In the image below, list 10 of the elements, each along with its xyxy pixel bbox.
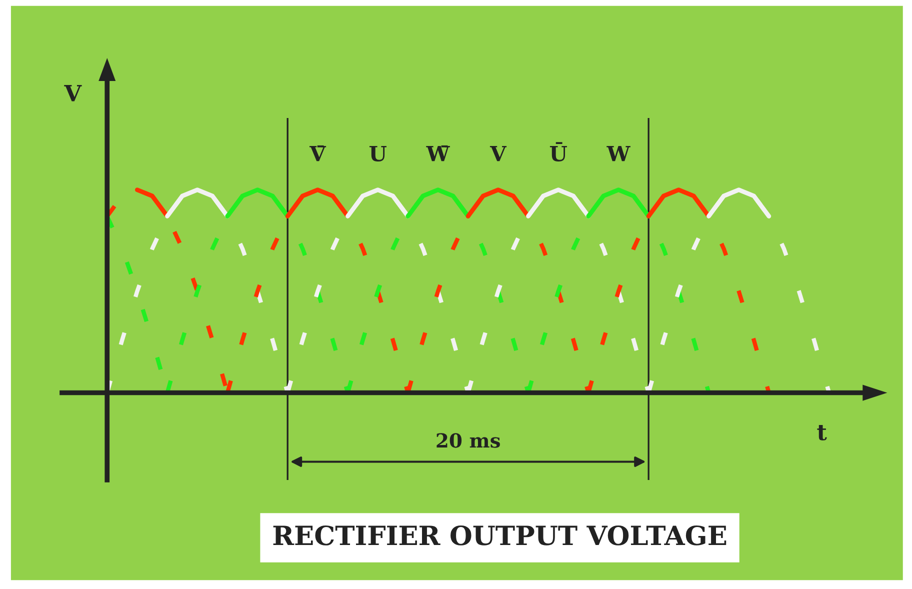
series-label: W̄ [426,145,450,162]
x-axis-title: t [817,424,827,440]
series-label: V [490,146,507,162]
series-label: W [606,146,630,162]
text: RECTIFIER OUTPUT VOLTAGE [273,525,726,546]
text: 20 ms [436,433,500,448]
series-label: Ū [550,142,567,162]
y-axis-title: V [64,85,82,102]
series-label: U [369,146,386,162]
series-label: V̄ [309,145,326,162]
